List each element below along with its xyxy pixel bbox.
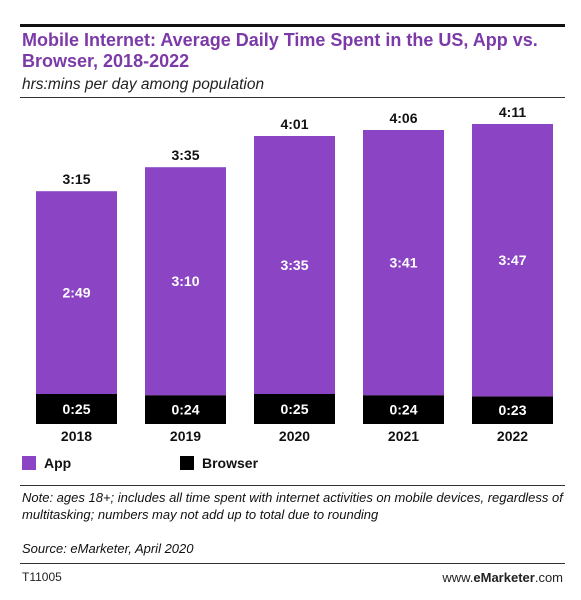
legend-item-app: App: [22, 455, 71, 471]
data-label-app-2019: 3:10: [171, 273, 199, 289]
source-note: Source: eMarketer, April 2020: [22, 541, 194, 556]
data-label-app-2018: 2:49: [62, 285, 90, 301]
data-label-app-2022: 3:47: [498, 252, 526, 268]
bar-app-2019: [145, 167, 226, 396]
data-label-browser-2022: 0:23: [498, 402, 526, 418]
bar-browser-2021: [363, 395, 444, 424]
data-label-app-2021: 3:41: [389, 255, 417, 271]
total-label-2020: 4:01: [280, 116, 308, 132]
legend-label-app: App: [44, 455, 72, 471]
x-tick-label-2019: 2019: [170, 428, 201, 444]
data-label-app-2020: 3:35: [280, 257, 308, 273]
data-label-browser-2021: 0:24: [389, 402, 417, 418]
data-label-browser-2018: 0:25: [62, 401, 90, 417]
bottom-rule: [20, 563, 565, 564]
legend-swatch-browser: [180, 456, 194, 470]
data-label-browser-2019: 0:24: [171, 402, 199, 418]
top-rule: [20, 24, 565, 27]
legend-item-browser: Browser: [180, 455, 258, 471]
total-label-2019: 3:35: [171, 147, 199, 163]
x-tick-label-2018: 2018: [61, 428, 92, 444]
total-label-2018: 3:15: [62, 171, 90, 187]
chart-code: T11005: [22, 570, 62, 584]
bar-app-2021: [363, 130, 444, 396]
bar-browser-2020: [254, 394, 335, 424]
site-brand: eMarketer: [473, 570, 535, 585]
footnote: Note: ages 18+; includes all time spent …: [22, 490, 563, 522]
bar-browser-2018: [36, 394, 117, 424]
total-label-2021: 4:06: [389, 110, 417, 126]
bar-browser-2022: [472, 396, 553, 424]
site-suffix: .com: [534, 570, 563, 585]
chart-title: Mobile Internet: Average Daily Time Spen…: [22, 30, 538, 71]
bar-app-2020: [254, 136, 335, 394]
total-label-2022: 4:11: [499, 104, 526, 120]
chart-subtitle: hrs:mins per day among population: [22, 76, 265, 93]
x-tick-label-2020: 2020: [279, 428, 310, 444]
site-credit: www.eMarketer.com: [442, 570, 563, 585]
bar-app-2018: [36, 191, 117, 394]
x-tick-label-2021: 2021: [388, 428, 419, 444]
subtitle-rule: [20, 97, 565, 98]
legend-label-browser: Browser: [202, 455, 259, 471]
data-label-browser-2020: 0:25: [280, 401, 308, 417]
stacked-bar-chart: 0:25 2:49 3:15 2018 0:24 3:10 3:35 2019 0:25 3:35…: [36, 104, 553, 444]
site-prefix: www.: [442, 570, 474, 585]
bar-browser-2019: [145, 395, 226, 424]
legend-swatch-app: [22, 456, 36, 470]
bar-app-2022: [472, 124, 553, 397]
note-rule: [20, 485, 565, 486]
x-tick-label-2022: 2022: [497, 428, 528, 444]
